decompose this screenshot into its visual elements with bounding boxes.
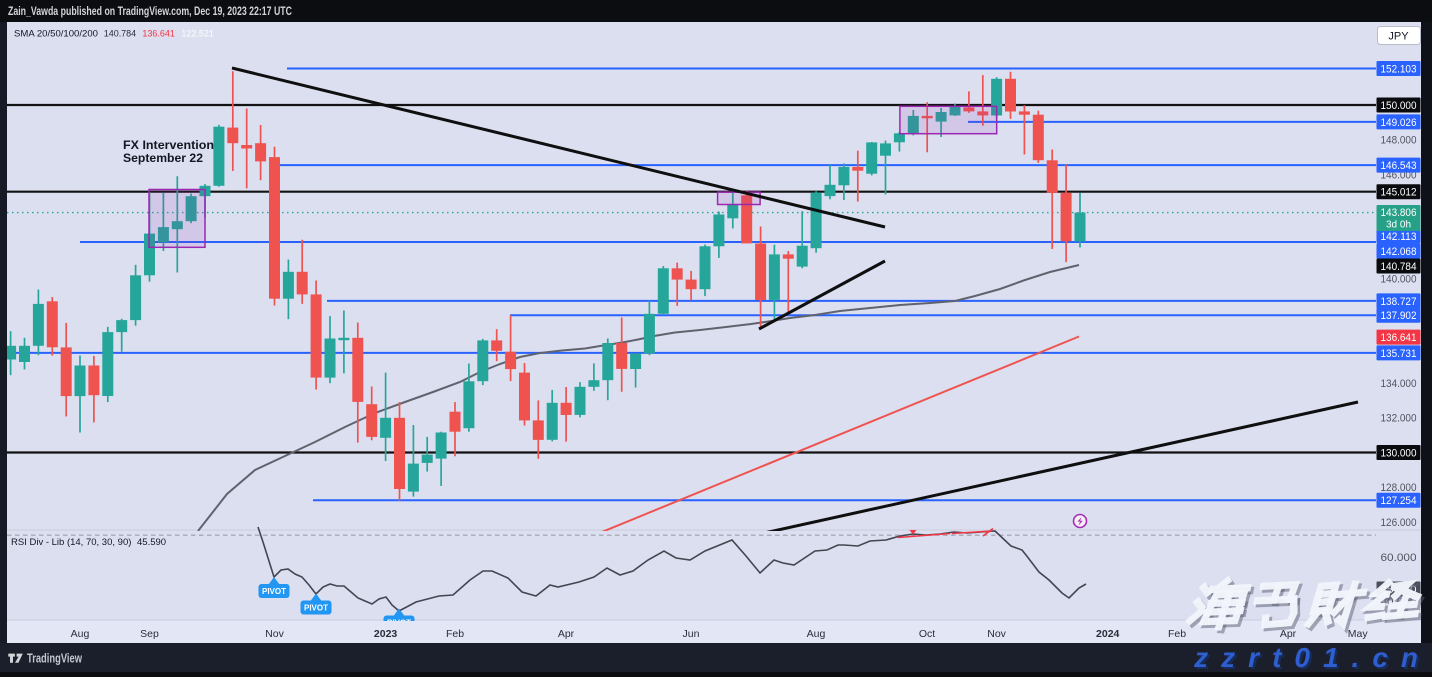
- svg-text:149.026: 149.026: [1381, 117, 1417, 129]
- svg-text:Aug: Aug: [71, 628, 90, 640]
- svg-text:Sep: Sep: [140, 628, 159, 640]
- svg-text:148.000: 148.000: [1381, 135, 1417, 147]
- svg-text:2023: 2023: [374, 628, 398, 640]
- svg-text:130.000: 130.000: [1381, 447, 1417, 459]
- svg-text:PIVOT: PIVOT: [262, 587, 286, 596]
- svg-text:140.784: 140.784: [104, 29, 137, 40]
- svg-text:Zain_Vawda published on Tradin: Zain_Vawda published on TradingView.com,…: [8, 4, 292, 18]
- svg-text:127.254: 127.254: [1381, 495, 1417, 507]
- svg-text:137.902: 137.902: [1381, 310, 1417, 322]
- svg-text:152.103: 152.103: [1381, 63, 1417, 75]
- svg-text:Apr: Apr: [558, 628, 575, 640]
- svg-text:September 22: September 22: [123, 153, 203, 165]
- svg-text:126.000: 126.000: [1381, 517, 1417, 529]
- svg-text:142.068: 142.068: [1381, 246, 1417, 258]
- svg-text:45.590: 45.590: [137, 537, 166, 548]
- svg-text:Apr: Apr: [1280, 628, 1297, 640]
- svg-text:146.543: 146.543: [1381, 160, 1417, 172]
- svg-text:zzrt01.cn: zzrt01.cn: [1195, 644, 1432, 672]
- svg-text:138.727: 138.727: [1381, 296, 1417, 308]
- svg-text:143.806: 143.806: [1381, 207, 1417, 219]
- svg-text:60.000: 60.000: [1381, 552, 1417, 564]
- svg-text:SMA 20/50/100/200: SMA 20/50/100/200: [14, 29, 98, 40]
- svg-text:150.000: 150.000: [1381, 100, 1417, 112]
- svg-text:122.521: 122.521: [181, 29, 214, 40]
- svg-text:3d 0h: 3d 0h: [1386, 220, 1411, 231]
- svg-text:2024: 2024: [1096, 628, 1120, 640]
- svg-text:Aug: Aug: [807, 628, 826, 640]
- svg-text:Nov: Nov: [987, 628, 1006, 640]
- svg-text:128.000: 128.000: [1381, 482, 1417, 494]
- svg-text:Nov: Nov: [265, 628, 284, 640]
- svg-text:136.641: 136.641: [142, 29, 175, 40]
- svg-text:140.000: 140.000: [1381, 274, 1417, 286]
- svg-text:132.000: 132.000: [1381, 413, 1417, 425]
- svg-text:zzrt01.cn: zzrt01.cn: [1193, 642, 1431, 672]
- svg-text:136.641: 136.641: [1381, 332, 1417, 344]
- svg-text:135.731: 135.731: [1381, 348, 1417, 360]
- svg-text:Feb: Feb: [1168, 628, 1186, 640]
- svg-text:PIVOT: PIVOT: [304, 604, 328, 613]
- svg-text:Oct: Oct: [919, 628, 935, 640]
- svg-text:PIVOT: PIVOT: [387, 619, 411, 628]
- svg-text:140.784: 140.784: [1381, 261, 1417, 273]
- svg-text:145.012: 145.012: [1381, 187, 1417, 199]
- svg-text:134.000: 134.000: [1381, 378, 1417, 390]
- svg-text:JPY: JPY: [1388, 31, 1409, 43]
- svg-text:RSI Div - Lib (14, 70, 30, 90): RSI Div - Lib (14, 70, 30, 90): [11, 537, 131, 548]
- svg-text:May: May: [1348, 628, 1369, 640]
- svg-text:Jun: Jun: [683, 628, 700, 640]
- svg-text:Feb: Feb: [446, 628, 464, 640]
- svg-text:142.113: 142.113: [1381, 231, 1417, 243]
- svg-text:FX Intervention: FX Intervention: [123, 140, 214, 152]
- svg-text:TradingView: TradingView: [27, 652, 82, 666]
